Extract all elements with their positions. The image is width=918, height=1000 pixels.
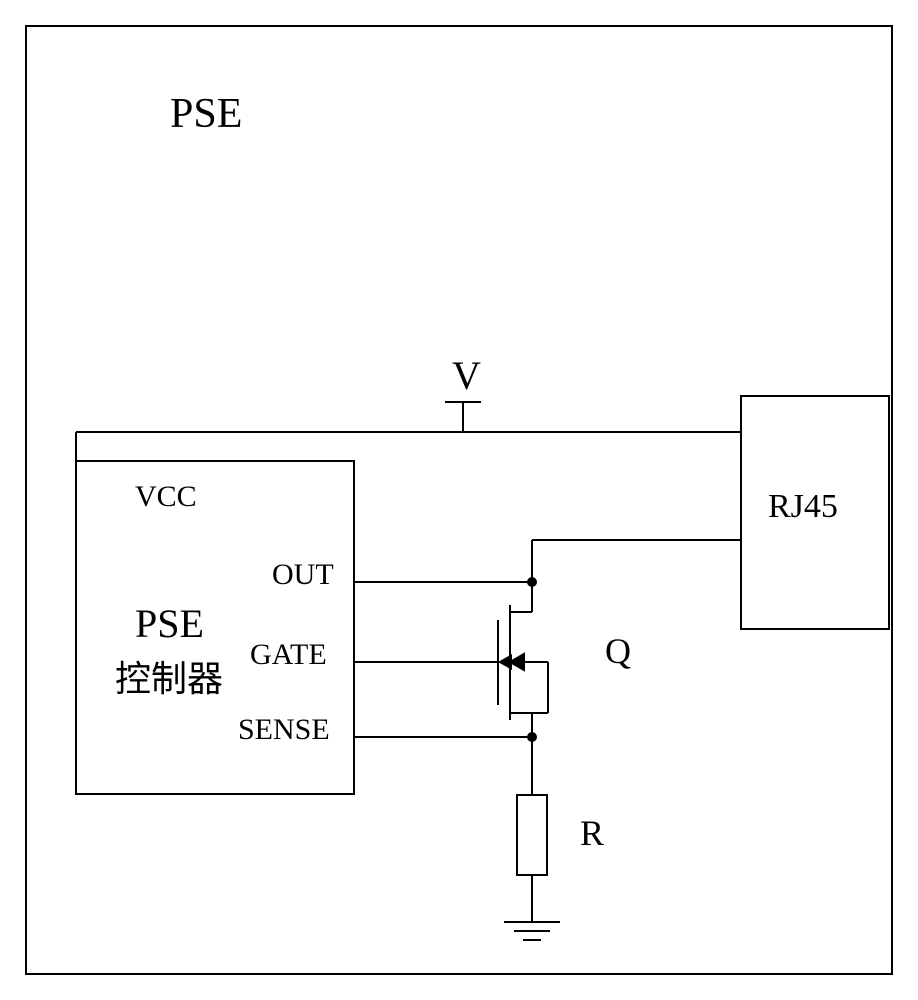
diagram-canvas: PSE PSE 控制器 VCC OUT GATE SENSE RJ45 V Q … [0, 0, 918, 1000]
node-out [527, 577, 537, 587]
wiring-svg [0, 0, 918, 1000]
resistor-box [517, 795, 547, 875]
mosfet-arrow [510, 654, 524, 670]
node-sense [527, 732, 537, 742]
